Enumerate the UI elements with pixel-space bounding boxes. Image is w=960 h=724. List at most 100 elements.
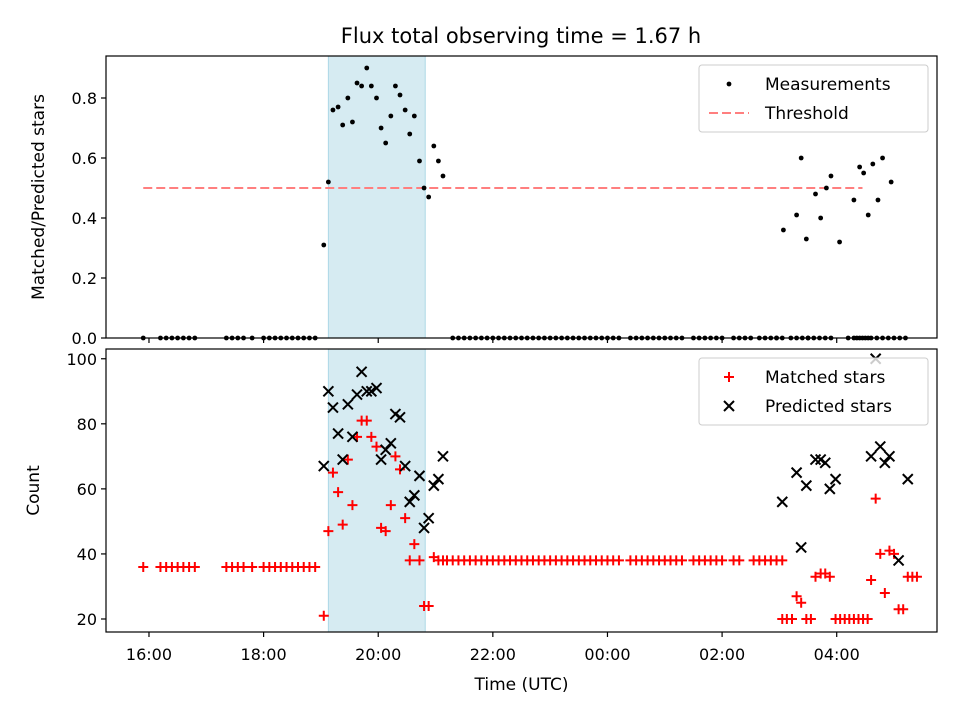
data-point	[776, 496, 788, 508]
data-point	[777, 555, 788, 566]
data-point	[375, 453, 387, 466]
x-tick-label: 16:00	[126, 645, 172, 664]
data-point	[857, 164, 863, 170]
data-point	[829, 473, 842, 485]
data-point	[805, 613, 816, 624]
data-point	[189, 561, 200, 572]
y-tick-label: 40	[77, 545, 97, 564]
data-point	[321, 242, 327, 248]
data-point	[824, 483, 836, 495]
y-tick-label: 60	[77, 480, 97, 499]
data-point	[385, 437, 397, 450]
data-point	[407, 131, 413, 137]
series-matched-stars	[138, 415, 922, 624]
data-point	[359, 83, 365, 89]
data-point	[431, 143, 437, 149]
highlight-span	[327, 55, 426, 339]
data-point	[336, 453, 349, 466]
data-point	[865, 212, 871, 218]
data-point	[342, 398, 354, 411]
data-point	[322, 385, 335, 397]
data-point	[888, 179, 894, 185]
x-axis-label: Time (UTC)	[474, 675, 569, 695]
legend-label: Predicted stars	[765, 397, 892, 417]
data-point	[898, 604, 909, 615]
data-point	[330, 107, 336, 113]
data-point	[385, 500, 396, 511]
data-point	[798, 155, 804, 161]
data-point	[613, 555, 624, 566]
data-point	[874, 440, 886, 453]
data-point	[803, 236, 809, 242]
data-point	[413, 470, 426, 482]
data-point	[378, 125, 384, 131]
data-point	[394, 411, 406, 424]
data-point	[818, 215, 824, 221]
data-point	[795, 541, 807, 554]
x-tick-label: 02:00	[699, 645, 745, 664]
data-point	[345, 95, 351, 101]
data-point	[870, 161, 876, 167]
data-point	[365, 385, 378, 397]
data-point	[404, 555, 415, 566]
legend-label: Threshold	[764, 104, 849, 124]
data-point	[421, 185, 427, 191]
data-point	[787, 613, 798, 624]
data-point	[717, 555, 728, 566]
x-tick-label: 20:00	[355, 645, 401, 664]
data-point	[870, 493, 881, 504]
data-point	[327, 401, 339, 414]
y-tick-label: 0.2	[72, 269, 97, 288]
data-point	[409, 539, 420, 550]
legend-marker	[726, 81, 732, 87]
data-point	[417, 158, 422, 164]
data-point	[347, 500, 358, 511]
data-point	[426, 194, 432, 200]
data-point	[437, 450, 449, 463]
data-point	[335, 104, 341, 110]
legend: Matched stars Predicted stars	[698, 357, 929, 426]
data-point	[361, 385, 373, 397]
data-point	[436, 158, 441, 164]
data-point	[810, 571, 821, 582]
x-tick-label: 18:00	[241, 645, 287, 664]
data-point	[781, 227, 786, 233]
data-point	[408, 489, 421, 502]
data-point	[404, 496, 416, 508]
data-point	[875, 197, 881, 203]
data-point	[796, 597, 807, 608]
series-predicted-stars	[318, 353, 914, 567]
data-point	[824, 571, 835, 582]
data-point	[851, 197, 857, 203]
data-point	[318, 610, 329, 621]
y-tick-label: 100	[66, 350, 97, 369]
data-point	[383, 140, 389, 146]
data-point	[342, 454, 353, 465]
y-axis-label: Count	[24, 465, 44, 516]
data-point	[402, 107, 408, 113]
data-point	[355, 366, 368, 378]
legend-label: Matched stars	[765, 368, 885, 388]
data-point	[350, 119, 355, 125]
data-point	[813, 191, 818, 197]
data-point	[809, 453, 822, 466]
data-point	[346, 431, 359, 443]
data-point	[879, 587, 890, 598]
data-point	[861, 170, 867, 176]
data-point	[800, 479, 813, 492]
data-point	[902, 473, 914, 485]
data-point	[333, 487, 344, 498]
data-point	[880, 155, 885, 161]
data-point	[828, 173, 834, 179]
data-point	[794, 212, 799, 218]
x-tick-label: 04:00	[814, 645, 860, 664]
series-measurements	[140, 65, 908, 341]
data-point	[354, 80, 360, 86]
y-tick-label: 80	[77, 415, 97, 434]
legend-box	[698, 64, 929, 133]
data-point	[865, 450, 877, 463]
data-point	[837, 239, 842, 245]
data-point	[340, 122, 346, 128]
data-point	[399, 460, 411, 472]
